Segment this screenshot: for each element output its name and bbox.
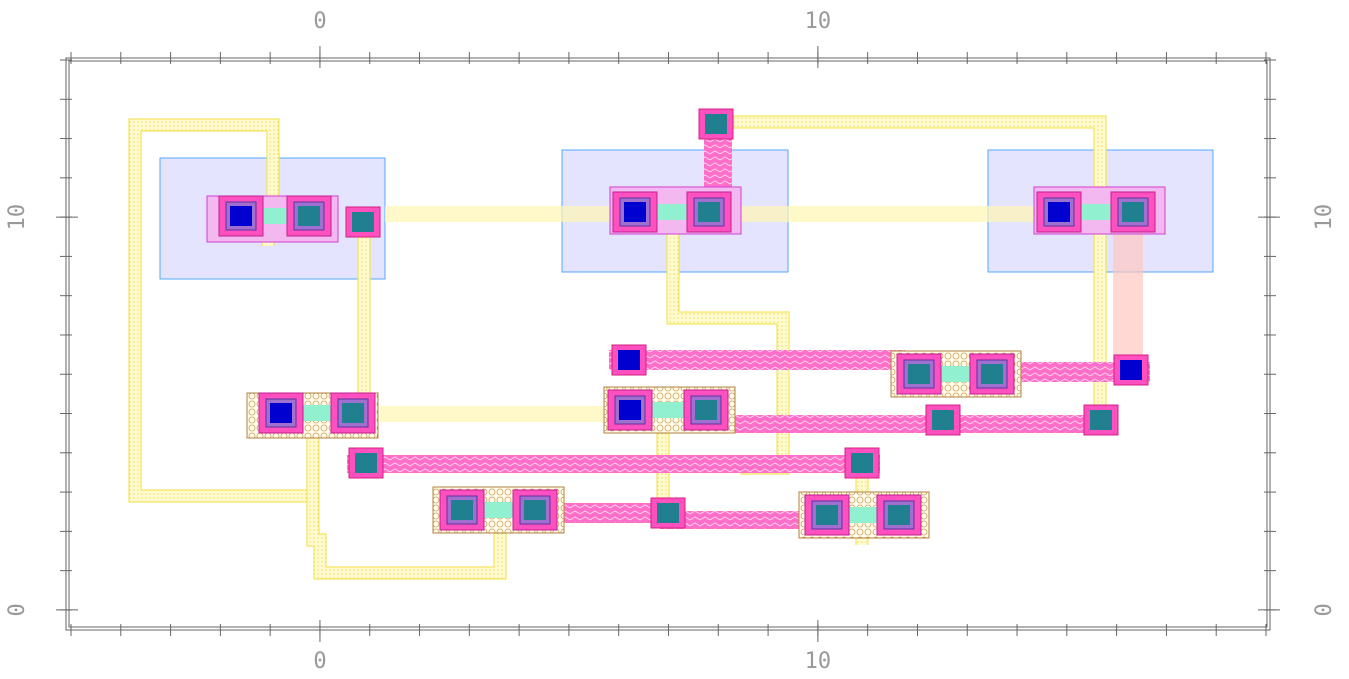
via (1120, 360, 1142, 380)
contact (342, 403, 364, 423)
via (932, 410, 954, 430)
layout-plot: 0 0 10 10 0 0 10 10 (0, 0, 1349, 679)
x-tick-label: 0 (313, 649, 326, 674)
y-tick-label: 0 (5, 603, 30, 616)
contact (1048, 202, 1070, 222)
via (618, 350, 640, 370)
via (851, 453, 873, 473)
contact (888, 505, 910, 525)
y-tick-label: 10 (1312, 204, 1337, 231)
contact (230, 206, 252, 226)
via (355, 453, 377, 473)
x-tick-label: 10 (805, 9, 832, 34)
metal-wire (347, 455, 880, 473)
x-tick-label: 10 (805, 649, 832, 674)
channel (1077, 204, 1115, 220)
metal-wire (705, 415, 1115, 433)
contact (908, 364, 930, 384)
via (352, 212, 374, 232)
metal-wire (609, 350, 905, 370)
channel (653, 204, 691, 220)
contact (619, 400, 641, 420)
channel (937, 366, 974, 382)
contact (270, 403, 292, 423)
y-tick-label: 0 (1312, 603, 1337, 616)
channel (259, 208, 291, 224)
channel (480, 502, 517, 518)
channel (648, 402, 688, 418)
contact (698, 202, 720, 222)
y-tick-label: 10 (5, 204, 30, 231)
frame-inner (69, 61, 1267, 627)
contact (451, 500, 473, 520)
contact (524, 500, 546, 520)
contact (695, 400, 717, 420)
contact (624, 202, 646, 222)
channel (845, 507, 881, 523)
contact (298, 206, 320, 226)
contact (816, 505, 838, 525)
x-tick-label: 0 (313, 9, 326, 34)
via (705, 114, 727, 134)
contact (1122, 202, 1144, 222)
channel (299, 405, 335, 421)
via (1090, 410, 1112, 430)
contact (981, 364, 1003, 384)
page: {"chart_data":{"type":"layout","xlim":[-… (0, 0, 1349, 679)
metal-wire (562, 503, 660, 523)
via (657, 503, 679, 523)
